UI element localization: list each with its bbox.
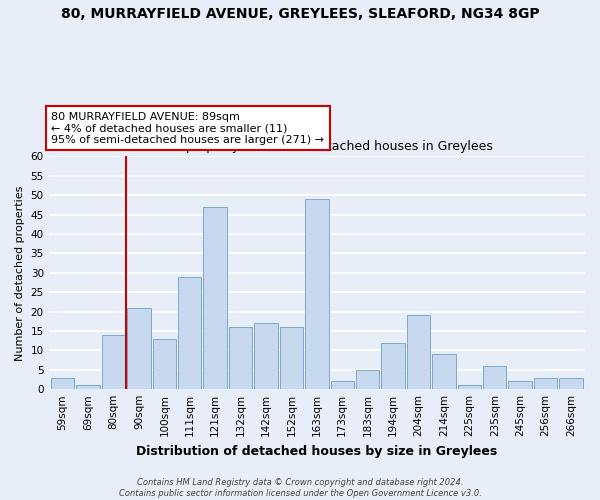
- Y-axis label: Number of detached properties: Number of detached properties: [15, 185, 25, 360]
- Text: 80 MURRAYFIELD AVENUE: 89sqm
← 4% of detached houses are smaller (11)
95% of sem: 80 MURRAYFIELD AVENUE: 89sqm ← 4% of det…: [52, 112, 325, 145]
- Bar: [483, 366, 506, 389]
- Bar: [229, 327, 252, 389]
- Bar: [458, 386, 481, 389]
- Bar: [127, 308, 151, 389]
- Bar: [76, 386, 100, 389]
- Text: 80, MURRAYFIELD AVENUE, GREYLEES, SLEAFORD, NG34 8GP: 80, MURRAYFIELD AVENUE, GREYLEES, SLEAFO…: [61, 8, 539, 22]
- Bar: [432, 354, 455, 389]
- Bar: [51, 378, 74, 389]
- Bar: [407, 316, 430, 389]
- Bar: [331, 382, 354, 389]
- Bar: [203, 207, 227, 389]
- Bar: [254, 323, 278, 389]
- Bar: [178, 276, 202, 389]
- Text: Contains HM Land Registry data © Crown copyright and database right 2024.
Contai: Contains HM Land Registry data © Crown c…: [119, 478, 481, 498]
- X-axis label: Distribution of detached houses by size in Greylees: Distribution of detached houses by size …: [136, 444, 497, 458]
- Bar: [356, 370, 379, 389]
- Bar: [534, 378, 557, 389]
- Bar: [102, 335, 125, 389]
- Bar: [508, 382, 532, 389]
- Title: Size of property relative to detached houses in Greylees: Size of property relative to detached ho…: [140, 140, 493, 152]
- Bar: [152, 339, 176, 389]
- Bar: [305, 199, 329, 389]
- Bar: [280, 327, 303, 389]
- Bar: [382, 342, 405, 389]
- Bar: [559, 378, 583, 389]
